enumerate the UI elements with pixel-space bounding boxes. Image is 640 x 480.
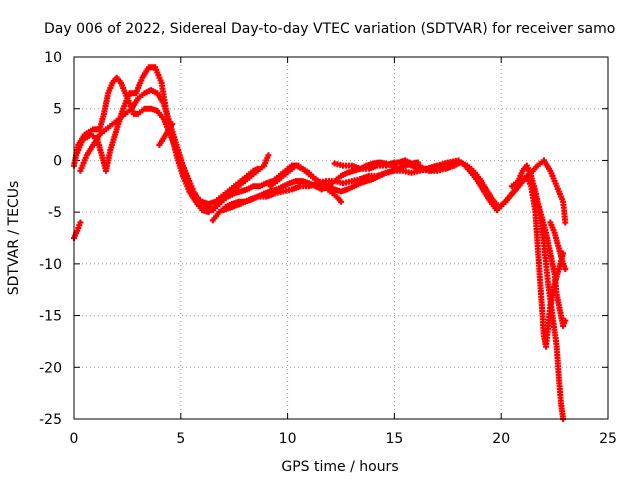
x-axis-label: GPS time / hours xyxy=(281,459,398,475)
x-tick-label: 20 xyxy=(492,431,510,447)
y-tick-label: 0 xyxy=(53,153,62,169)
data-points xyxy=(71,219,84,241)
x-tick-label: 5 xyxy=(176,431,185,447)
plot-frame xyxy=(73,56,609,420)
y-tick-label: -20 xyxy=(39,360,62,376)
data-points xyxy=(73,64,344,216)
y-tick-label: -15 xyxy=(39,309,62,325)
x-tick-label: 10 xyxy=(279,431,297,447)
y-tick-label: -10 xyxy=(39,257,62,273)
data-points xyxy=(156,121,176,148)
series-arc-11 xyxy=(530,188,569,329)
series-arc-7 xyxy=(267,159,421,195)
data-series xyxy=(71,64,569,422)
y-axis-label: SDTVAR / TECUs xyxy=(6,181,22,296)
data-points xyxy=(547,219,569,272)
y-tick-label: -25 xyxy=(39,412,62,428)
x-tick-label: 0 xyxy=(70,431,79,447)
x-tick-label: 15 xyxy=(385,431,403,447)
y-tick-label: 10 xyxy=(44,50,62,66)
series-arc-1 xyxy=(71,219,84,241)
y-tick-label: -5 xyxy=(48,205,62,221)
series-arc-4 xyxy=(77,87,261,207)
y-tick-label: 5 xyxy=(53,102,62,118)
chart-title: Day 006 of 2022, Sidereal Day-to-day VTE… xyxy=(44,21,615,37)
data-points xyxy=(267,159,421,195)
data-points xyxy=(530,188,569,329)
data-points xyxy=(77,87,261,207)
x-tick-label: 25 xyxy=(599,431,617,447)
series-arc-3 xyxy=(73,64,344,216)
series-arc-13 xyxy=(156,121,176,148)
series-arc-12 xyxy=(547,219,569,272)
